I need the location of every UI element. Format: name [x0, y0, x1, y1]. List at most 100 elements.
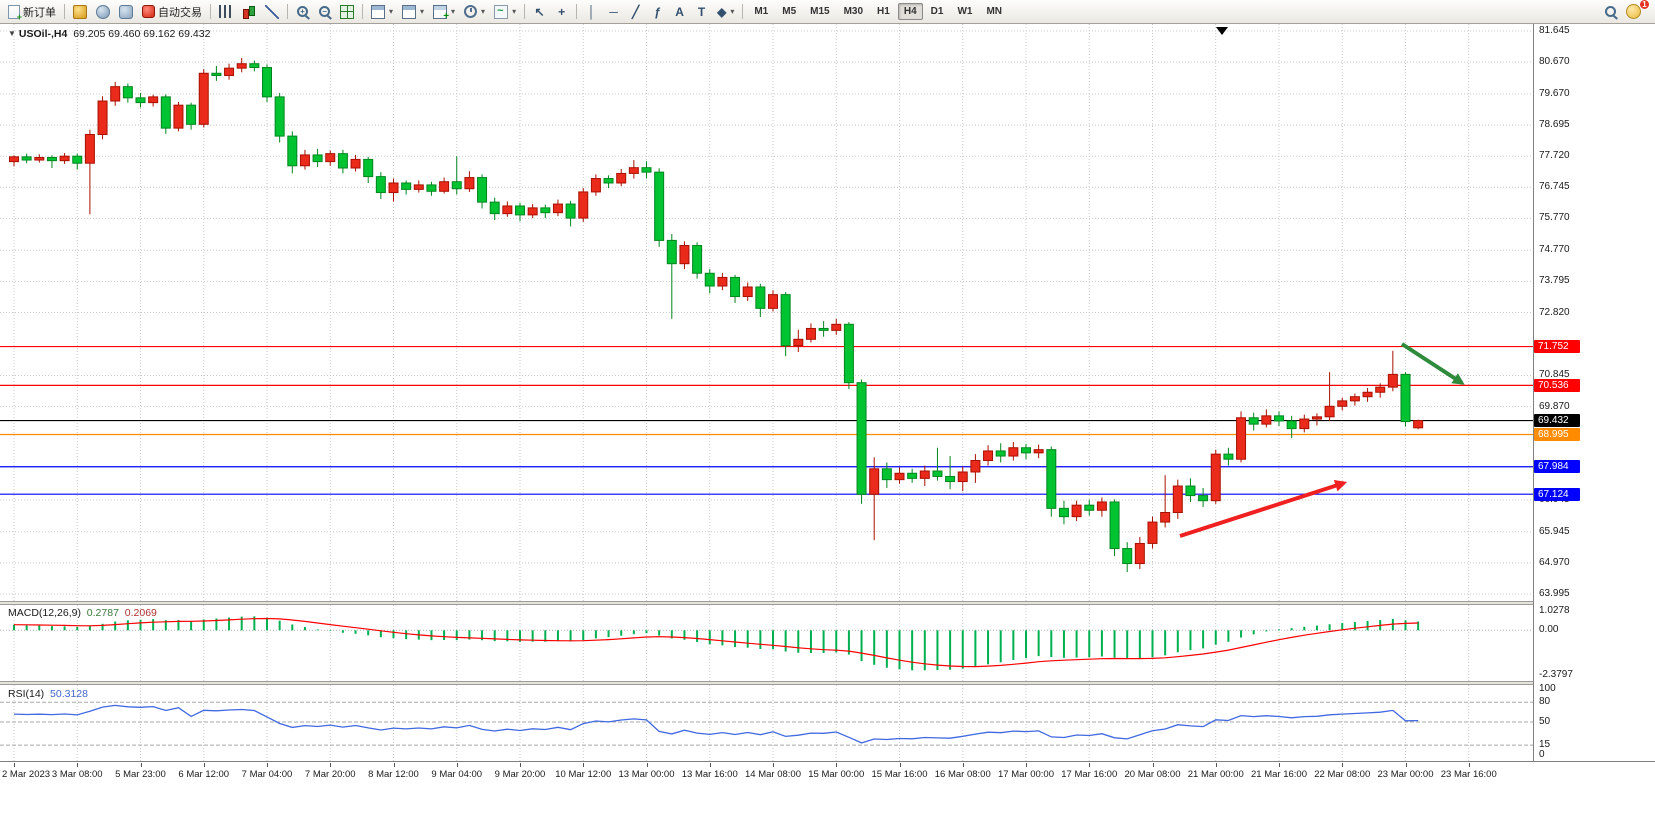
time-tick — [1215, 763, 1217, 767]
time-label: 15 Mar 00:00 — [808, 769, 865, 780]
notification-badge: 1 — [1639, 0, 1650, 10]
time-label: 22 Mar 08:00 — [1314, 769, 1371, 780]
candlestick-button[interactable] — [238, 2, 260, 22]
price-grid — [0, 24, 1533, 601]
indicators-button[interactable]: ▾ — [490, 2, 520, 22]
timeframe-button-m15[interactable]: M15 — [810, 6, 830, 17]
time-tick — [1089, 763, 1091, 767]
price-chart[interactable] — [0, 24, 1533, 601]
label-button[interactable]: T — [691, 2, 712, 22]
tile-windows-icon — [340, 4, 354, 19]
rsi-name: RSI(14) — [8, 688, 45, 700]
search-icon — [1605, 6, 1616, 17]
cascade-windows-icon — [402, 4, 417, 19]
timeframe-button-w1[interactable]: W1 — [957, 6, 973, 17]
price-level-badge: 71.752 — [1534, 340, 1580, 354]
time-label: 15 Mar 16:00 — [871, 769, 928, 780]
toolbar-separator — [362, 4, 363, 19]
timeframe-button-m1[interactable]: M1 — [754, 6, 769, 17]
macd-main-value: 0.2787 — [86, 607, 119, 619]
templates-icon — [464, 5, 478, 18]
data-window-button[interactable] — [92, 2, 114, 22]
green-down-arrow[interactable] — [1400, 342, 1465, 385]
time-label: 2 Mar 2023 — [2, 769, 51, 780]
macd-grid — [13, 605, 1470, 681]
toolbar: 新订单 自动交易 + − ▾ ▾ ▾ ▾ ▾ ↖ + │ ─ ╱ ƒ A T ◆… — [0, 0, 1655, 24]
timeframe-button-d1[interactable]: D1 — [930, 6, 944, 17]
ohlc-values: 69.205 69.460 69.162 69.432 — [73, 28, 211, 40]
tile-windows-button[interactable] — [336, 2, 358, 22]
navigator-icon — [119, 4, 133, 19]
time-tick — [1026, 763, 1027, 767]
notifications-button[interactable]: 1 — [1622, 0, 1650, 22]
arrange-windows-icon — [371, 4, 385, 19]
chart-shift-marker[interactable] — [1216, 27, 1228, 35]
auto-trading-button[interactable]: 自动交易 — [138, 2, 206, 22]
chart-macd-divider[interactable] — [0, 601, 1655, 605]
zoom-out-button[interactable]: − — [314, 2, 335, 22]
search-button[interactable] — [1600, 2, 1621, 22]
horizontal-line-button[interactable]: ─ — [603, 2, 624, 22]
new-order-button[interactable]: 新订单 — [4, 2, 60, 22]
candles-layer — [9, 57, 1424, 573]
text-button[interactable]: A — [669, 2, 690, 22]
dropdown-icon: ▾ — [481, 7, 486, 16]
time-label: 17 Mar 16:00 — [1061, 769, 1118, 780]
price-scale-label: 75.770 — [1539, 212, 1570, 224]
timeframe-button-h4[interactable]: H4 — [897, 3, 923, 20]
fibonacci-button[interactable]: ƒ — [647, 2, 668, 22]
zoom-in-button[interactable]: + — [292, 2, 313, 22]
time-label: 3 Mar 08:00 — [51, 769, 103, 780]
trendline-button[interactable]: ╱ — [625, 2, 646, 22]
rsi-panel[interactable] — [0, 685, 1533, 761]
dropdown-icon: ▾ — [389, 7, 394, 16]
timeframe-button-mn[interactable]: MN — [986, 6, 1002, 17]
bar-chart-button[interactable] — [215, 2, 237, 22]
symbol-label: USOil-,H4 — [18, 28, 68, 40]
data-window-icon — [96, 4, 110, 19]
time-label: 13 Mar 16:00 — [681, 769, 738, 780]
macd-panel[interactable] — [0, 605, 1533, 681]
price-level-badge: 67.124 — [1534, 487, 1580, 501]
time-tick — [709, 763, 711, 767]
new-chart-button[interactable]: ▾ — [429, 2, 459, 22]
crosshair-button[interactable]: + — [551, 2, 572, 22]
time-label: 13 Mar 00:00 — [618, 769, 675, 780]
time-tick — [456, 763, 458, 767]
rsi-line — [13, 704, 1419, 744]
shapes-button[interactable]: ◆ ▾ — [713, 2, 738, 22]
time-label: 23 Mar 16:00 — [1440, 769, 1497, 780]
timeframe-button-h1[interactable]: H1 — [877, 6, 890, 17]
time-tick — [962, 763, 964, 767]
macd-rsi-divider[interactable] — [0, 681, 1655, 685]
timeframe-button-m30[interactable]: M30 — [843, 6, 864, 17]
price-scale-label: 76.745 — [1539, 181, 1570, 193]
rsi-scale-label: 80 — [1539, 696, 1551, 708]
arrange-windows-button[interactable]: ▾ — [367, 2, 397, 22]
cascade-windows-button[interactable]: ▾ — [398, 2, 428, 22]
price-scale-label: 64.970 — [1539, 556, 1570, 568]
market-watch-button[interactable] — [69, 2, 91, 22]
auto-trading-label: 自动交易 — [158, 6, 202, 19]
timeframe-toolbar: M1 M5 M15 M30 H1 H4 D1 W1 MN — [747, 3, 1009, 20]
vertical-line-button[interactable]: │ — [581, 2, 602, 22]
cursor-button[interactable]: ↖ — [529, 2, 550, 22]
time-axis[interactable]: 2 Mar 2023 3 Mar 08:00 5 Mar 23:00 6 Mar 12… — [0, 761, 1655, 786]
price-scale-column[interactable]: 81.645 80.670 79.670 78.695 77.720 76.745 75.7… — [1534, 24, 1655, 761]
navigator-button[interactable] — [115, 2, 137, 22]
red-up-arrow[interactable] — [1179, 479, 1348, 538]
line-chart-button[interactable] — [261, 2, 283, 22]
time-tick — [520, 763, 521, 767]
timeframe-button-m5[interactable]: M5 — [782, 6, 797, 17]
time-label: 20 Mar 08:00 — [1124, 769, 1181, 780]
dropdown-icon: ▾ — [730, 7, 735, 16]
new-chart-icon — [433, 4, 449, 22]
time-label: 23 Mar 00:00 — [1377, 769, 1434, 780]
price-scale-label: 72.820 — [1539, 306, 1570, 318]
time-label: 7 Mar 20:00 — [304, 769, 356, 780]
templates-button[interactable]: ▾ — [460, 2, 489, 22]
time-tick — [14, 763, 15, 767]
collapse-triangle-icon[interactable]: ▼ — [8, 29, 16, 38]
time-label: 17 Mar 00:00 — [998, 769, 1054, 780]
price-scale-label: 70.845 — [1539, 369, 1570, 381]
